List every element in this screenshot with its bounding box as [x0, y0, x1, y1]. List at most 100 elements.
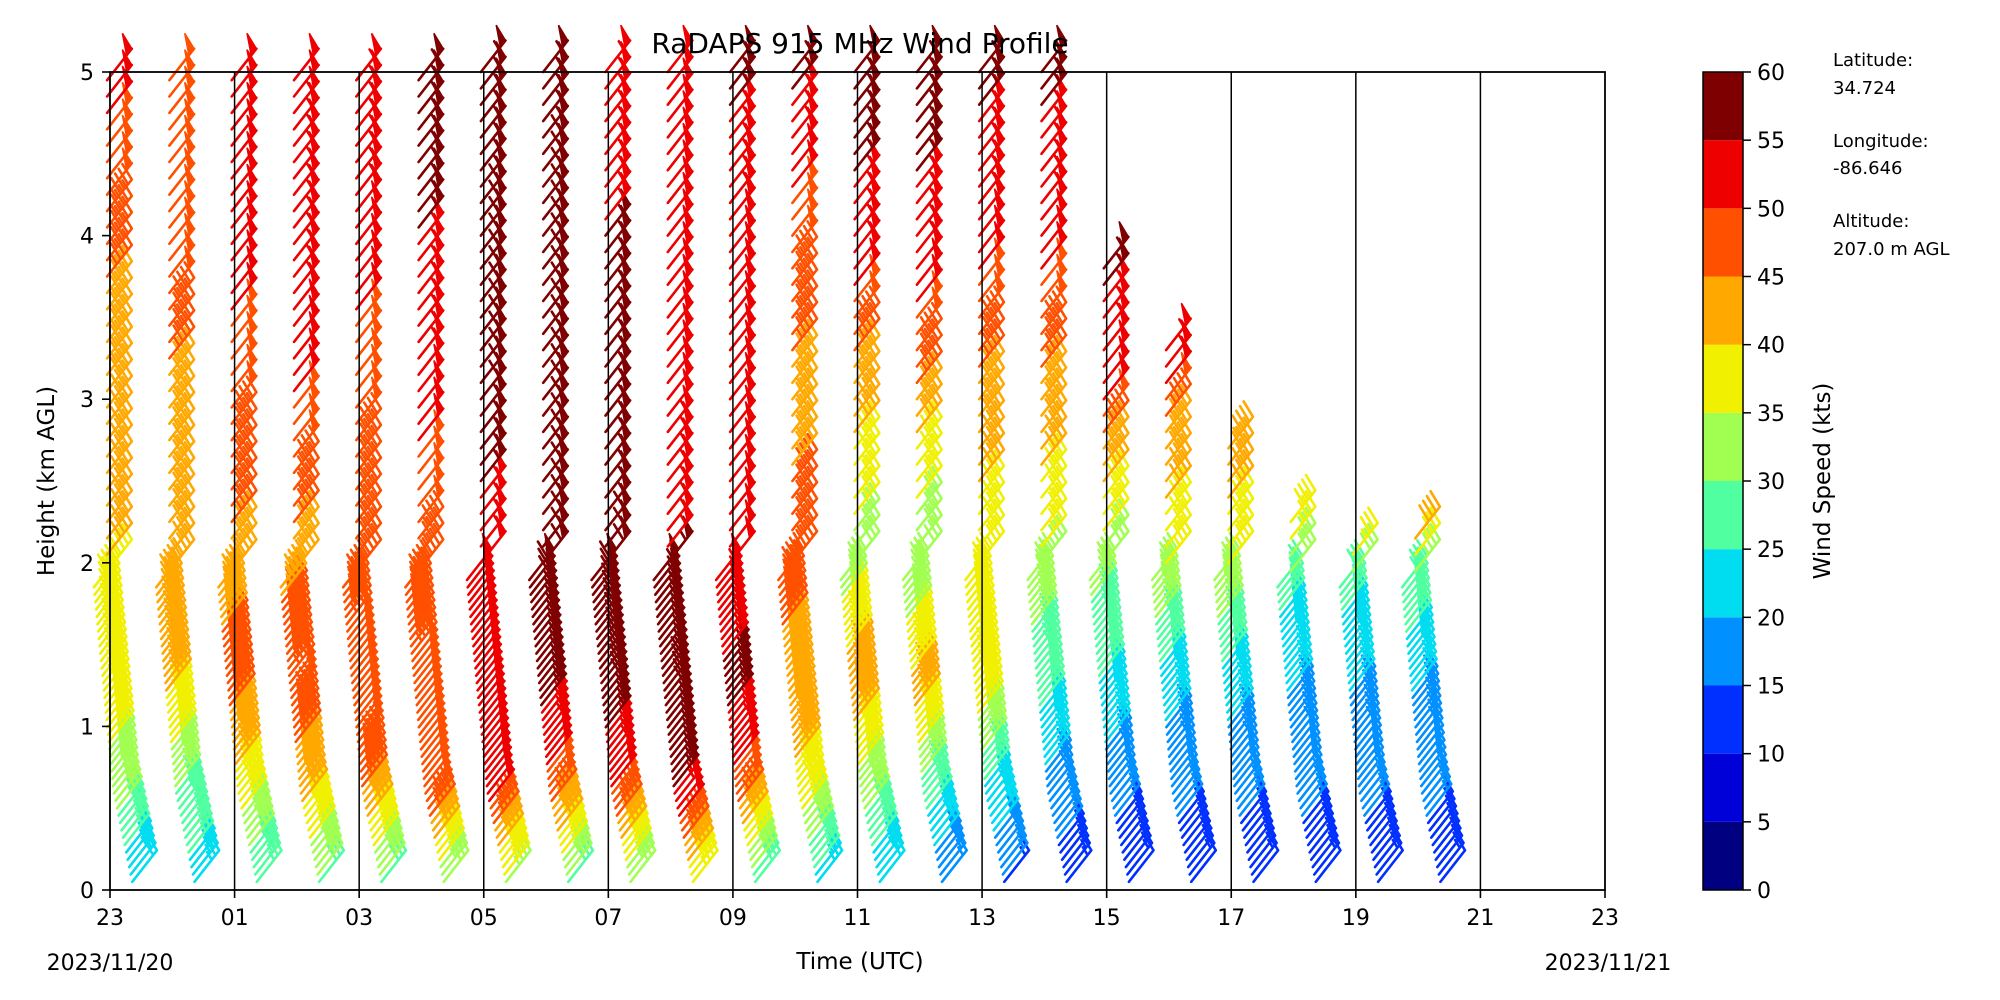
wind-barb [285, 605, 314, 655]
wind-barb [1040, 285, 1068, 336]
wind-barb [105, 162, 134, 213]
wind-barb [1040, 301, 1068, 352]
wind-barb [684, 796, 712, 847]
x-axis-label: Time (UTC) [795, 949, 923, 975]
wind-barb [853, 351, 881, 401]
wind-barb [971, 605, 999, 655]
wind-barb [428, 767, 456, 817]
wind-barb [565, 826, 593, 876]
wind-barb-flag [121, 81, 133, 107]
wind-barb [1040, 400, 1068, 450]
wind-barb [1227, 514, 1255, 565]
wind-barb [1154, 568, 1182, 619]
wind-barb [977, 416, 1006, 466]
wind-barb [235, 730, 263, 781]
wind-barb [1096, 612, 1124, 663]
wind-barb-flag [682, 73, 694, 98]
colorbar-label: Wind Speed (kts) [1810, 383, 1836, 580]
wind-barb [363, 752, 391, 803]
wind-barb [369, 782, 397, 832]
wind-barb [1402, 561, 1431, 611]
wind-barb-flag [744, 24, 756, 49]
wind-barb [120, 782, 148, 832]
wind-barb [977, 498, 1006, 548]
wind-barb [617, 774, 645, 825]
wind-barb [912, 642, 940, 692]
wind-barb [1102, 481, 1130, 532]
wind-barb [1040, 449, 1068, 499]
wind-barb-flag [744, 302, 756, 327]
colorbar-tick-label: 35 [1757, 402, 1785, 427]
wind-barb-flag [246, 81, 258, 107]
wind-barb-flag [246, 212, 258, 237]
wind-barb [908, 598, 936, 648]
wind-barb [1343, 590, 1371, 641]
wind-barb-flag [1056, 204, 1068, 229]
profile-column [1213, 400, 1280, 884]
wind-barb-flag [806, 188, 818, 213]
wind-barb-flag [682, 171, 694, 197]
wind-barb-flag [744, 515, 756, 540]
wind-barb [219, 561, 247, 611]
wind-barb [94, 553, 122, 604]
wind-barb [231, 686, 259, 736]
wind-barb [1039, 671, 1067, 722]
wind-barb [791, 220, 819, 270]
wind-barb [777, 539, 806, 589]
wind-barb [793, 701, 821, 751]
wind-barb [965, 546, 993, 596]
wind-barb [224, 612, 252, 663]
wind-barb [560, 804, 589, 854]
wind-barb [1040, 383, 1068, 434]
wind-barb-flag [308, 409, 320, 434]
wind-barb [785, 620, 813, 670]
wind-barb [104, 664, 132, 714]
colorbar-ticks: 0 5 10 15 20 25 30 35 40 45 50 55 60 [1743, 61, 1785, 904]
start-date-label: 2023/11/20 [47, 951, 174, 976]
wind-barb [434, 796, 462, 847]
wind-barb [1281, 590, 1309, 641]
wind-barb [690, 826, 718, 876]
wind-barb [1221, 612, 1249, 663]
y-axis-label: Height (km AGL) [34, 386, 60, 576]
wind-barb [295, 708, 324, 758]
wind-barb [977, 481, 1006, 532]
wind-barb [105, 244, 134, 295]
wind-barb [1159, 620, 1187, 670]
wind-barb [1102, 383, 1130, 434]
wind-barb [168, 310, 196, 360]
wind-barb [1102, 514, 1130, 565]
wind-barb [162, 620, 190, 670]
wind-barb [791, 318, 819, 368]
wind-barb [225, 620, 253, 670]
wind-barb [284, 590, 312, 641]
wind-barb [1278, 561, 1306, 611]
wind-barb [1216, 561, 1244, 611]
wind-barb [1153, 553, 1181, 604]
colorbar-tick-label: 55 [1757, 129, 1785, 154]
wind-barb [417, 490, 445, 540]
wind-barb-flag [744, 384, 756, 409]
wind-barb [230, 424, 258, 475]
wind-barb-flag [869, 253, 881, 278]
wind-barb-flag [246, 131, 258, 156]
wind-barb-flag [370, 180, 382, 205]
wind-barb-flag [370, 32, 382, 58]
wind-barb [301, 752, 329, 803]
wind-barb [108, 701, 136, 751]
wind-barb [1033, 605, 1061, 655]
wind-barb-flag [121, 114, 133, 139]
wind-barb [744, 789, 772, 839]
wind-barb [172, 723, 200, 773]
wind-barb [372, 796, 400, 847]
y-axis-ticks: 0 1 2 3 4 5 [80, 61, 110, 904]
wind-barb [794, 708, 822, 758]
wind-barb [791, 498, 819, 548]
wind-barb [94, 561, 122, 611]
wind-barb [1031, 583, 1059, 633]
wind-barb-flag [682, 221, 694, 246]
wind-barb [915, 465, 943, 515]
wind-barb [1041, 686, 1069, 736]
wind-barb-flag [744, 221, 756, 246]
colorbar-tick-label: 50 [1757, 197, 1785, 222]
